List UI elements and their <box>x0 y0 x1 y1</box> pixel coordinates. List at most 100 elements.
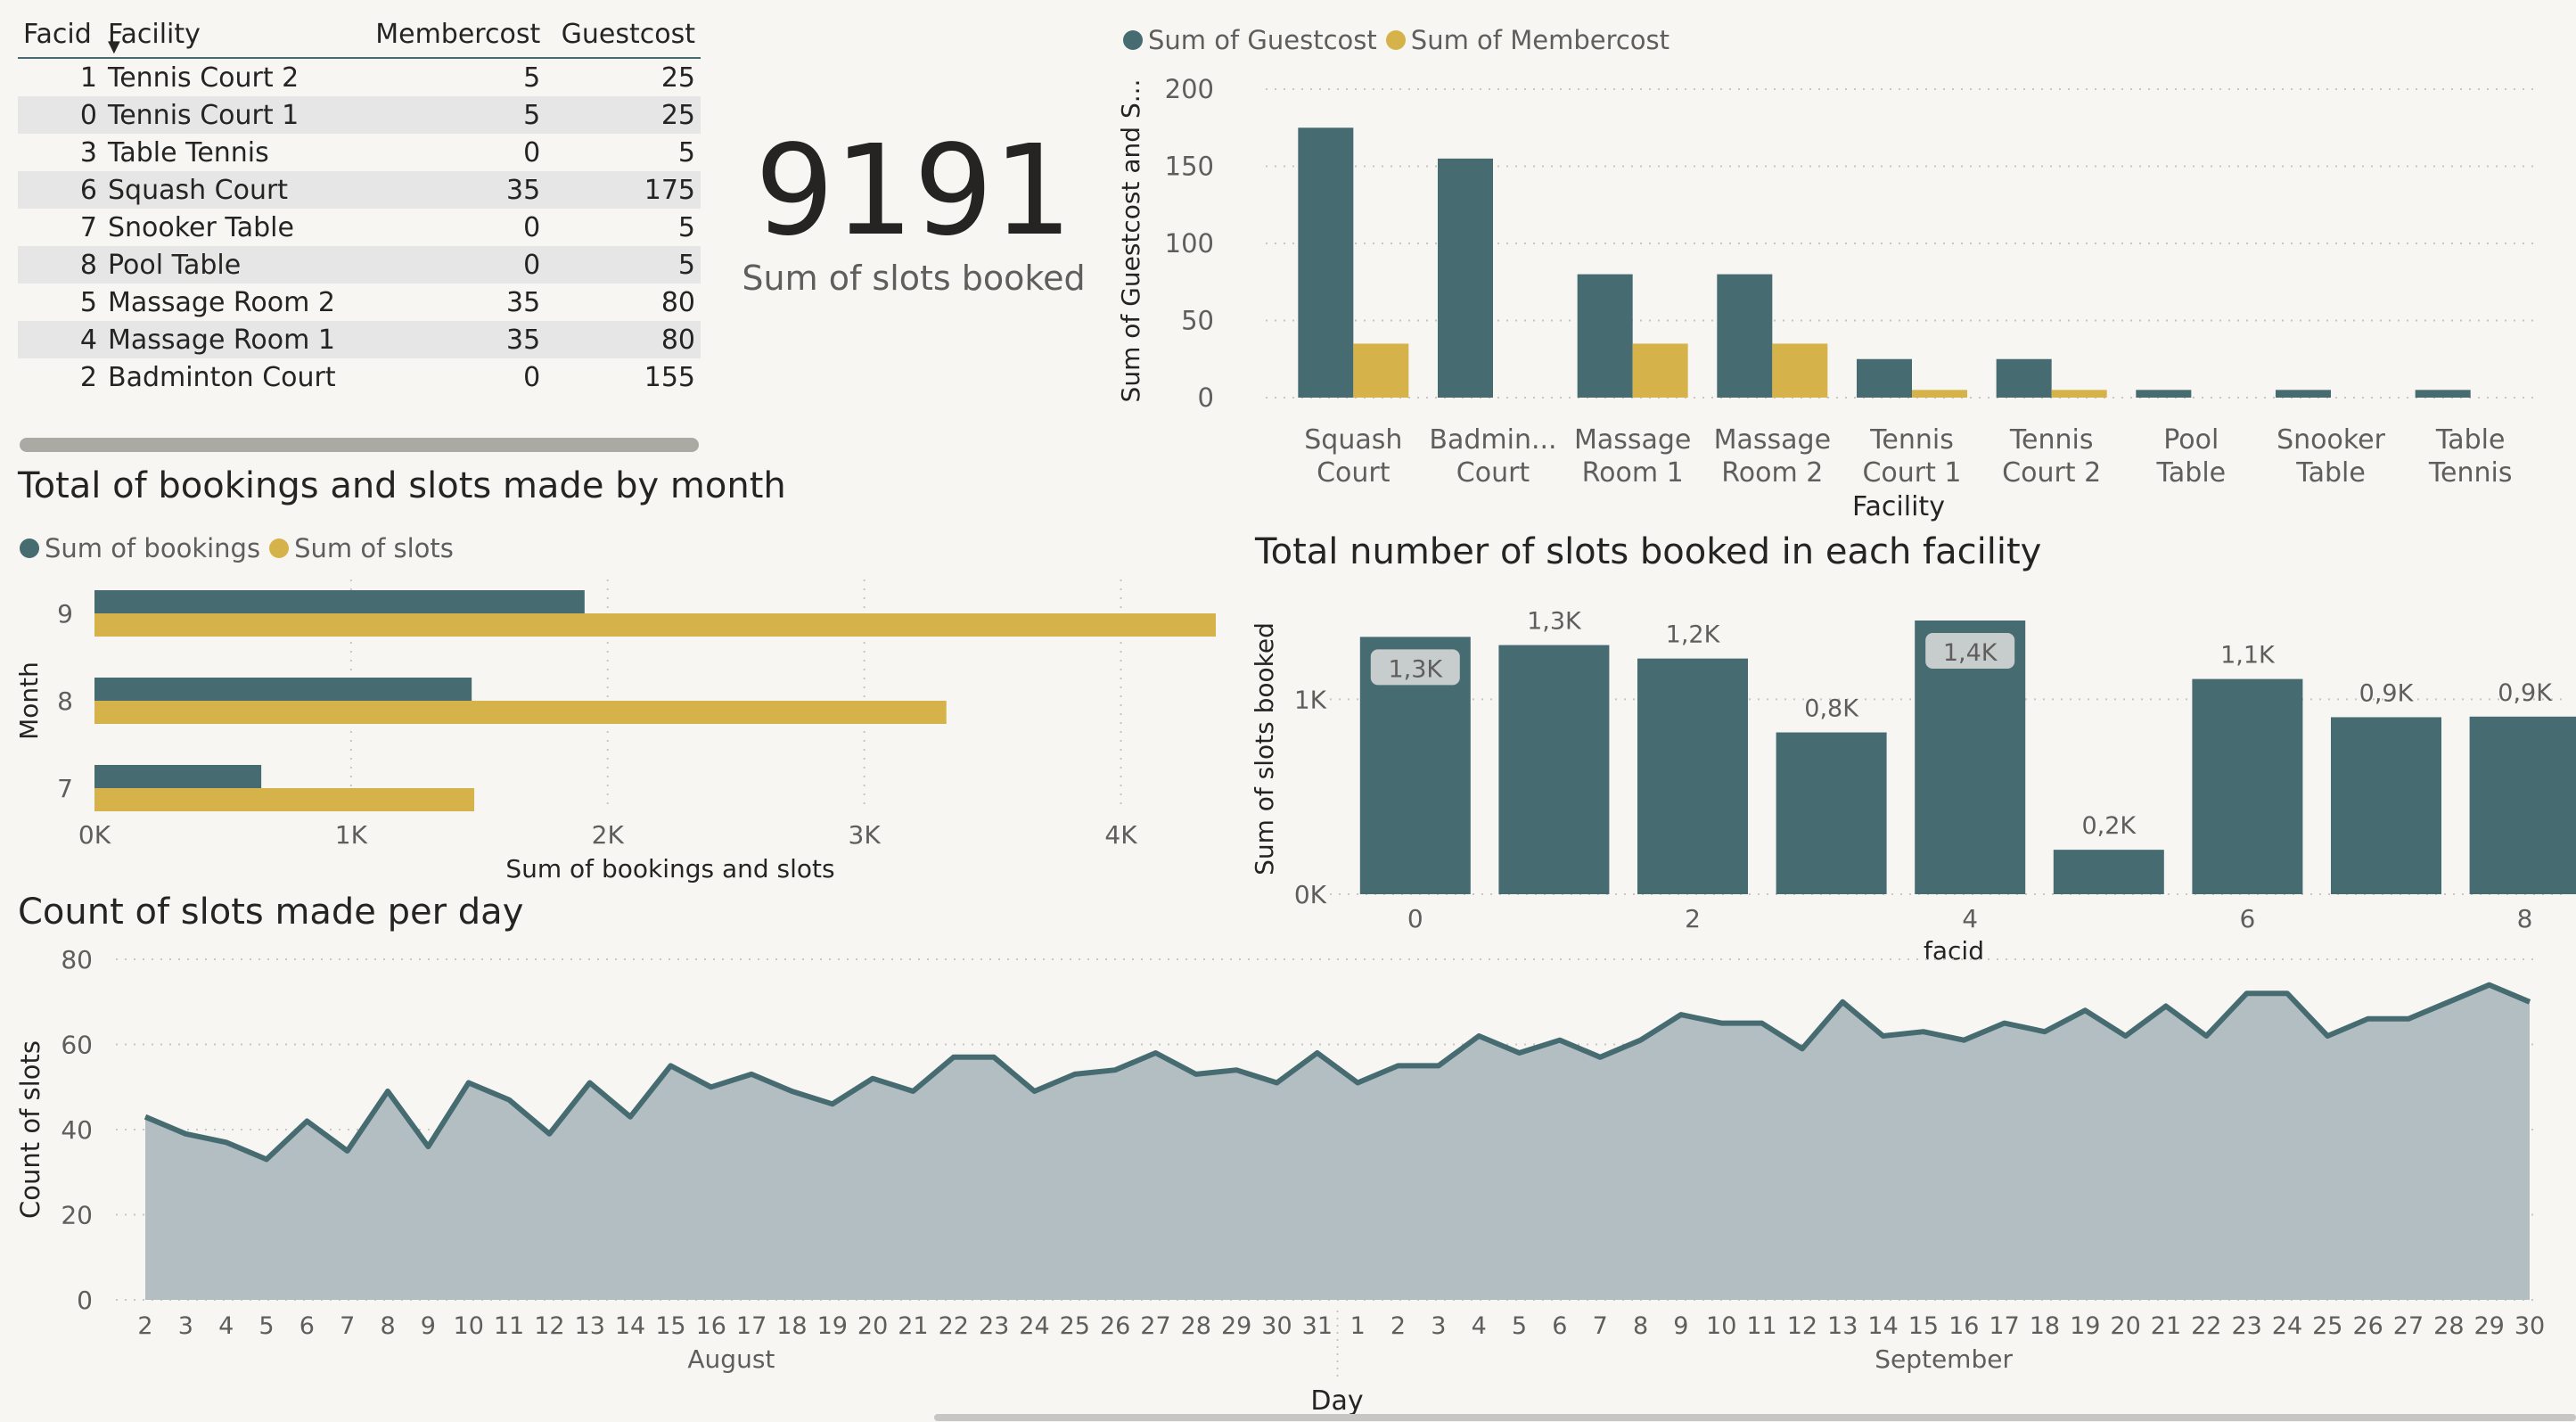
x-tick-label: Court 2 <box>2002 457 2101 489</box>
table-row[interactable]: 2 Badminton Court 0 155 <box>18 358 701 396</box>
legend-item-guestcost[interactable]: Sum of Guestcost <box>1123 25 1377 55</box>
x-tick-label: 14 <box>1867 1312 1898 1340</box>
table-row[interactable]: 8 Pool Table 0 5 <box>18 246 701 284</box>
x-tick-label: 7 <box>1593 1312 1608 1340</box>
bar <box>1912 390 1967 398</box>
y-tick-label: 50 <box>1181 306 1214 336</box>
bar <box>1577 274 1633 398</box>
data-label-box <box>1370 649 1460 686</box>
series-line <box>144 982 2531 1163</box>
data-label-box <box>1925 633 2015 669</box>
x-tick-label: 31 <box>1302 1312 1333 1340</box>
legend-dot-bookings <box>20 538 39 558</box>
x-tick-label: 15 <box>655 1312 685 1340</box>
x-tick-label: Tennis <box>2428 457 2513 489</box>
x-tick-label: 8 <box>2517 904 2533 933</box>
cell-facility: Squash Court <box>102 171 358 209</box>
table-row[interactable]: 5 Massage Room 2 35 80 <box>18 284 701 321</box>
table-horizontal-scrollbar[interactable] <box>20 438 699 452</box>
y-tick-label: 60 <box>61 1031 93 1060</box>
x-tick-label: Badmin... <box>1429 424 1556 456</box>
y-tick-label: 7 <box>57 774 73 803</box>
table-row[interactable]: 1 Tennis Court 2 5 25 <box>18 58 701 96</box>
x-tick-label: 6 <box>2239 904 2255 933</box>
y-tick-label: 100 <box>1165 228 1214 259</box>
x-tick-label: 30 <box>1261 1312 1292 1340</box>
x-tick-label: 19 <box>2070 1312 2100 1340</box>
bar <box>94 788 475 811</box>
y-tick-label: 0 <box>77 1286 93 1315</box>
legend-item-membercost[interactable]: Sum of Membercost <box>1385 25 1670 55</box>
column-header-facility-label: Facility <box>107 18 201 50</box>
area-fill <box>145 984 2530 1300</box>
data-label: 1,4K <box>1943 639 1998 667</box>
page-horizontal-scrollbar[interactable] <box>934 1414 2576 1421</box>
x-tick-label: 22 <box>2191 1312 2221 1340</box>
column-header-membercost[interactable]: Membercost <box>357 11 546 59</box>
table-row[interactable]: 4 Massage Room 1 35 80 <box>18 321 701 358</box>
bar <box>1857 358 1912 398</box>
cell-facid: 1 <box>79 62 97 94</box>
bar <box>94 613 1216 637</box>
cell-membercost: 0 <box>357 246 546 284</box>
x-tick-label: Table <box>2295 457 2366 489</box>
y-axis-title: Sum of slots booked <box>1250 622 1279 875</box>
table-row[interactable]: 6 Squash Court 35 175 <box>18 171 701 209</box>
x-group-label: August <box>687 1344 775 1374</box>
bar <box>1776 732 1887 894</box>
x-tick-label: 24 <box>2272 1312 2302 1340</box>
data-label: 1,2K <box>1666 621 1721 649</box>
bar <box>1996 358 2052 398</box>
x-tick-label: 20 <box>2110 1312 2140 1340</box>
x-tick-label: 12 <box>534 1312 564 1340</box>
x-tick-label: Room 1 <box>1582 457 1684 489</box>
legend-item-bookings[interactable]: Sum of bookings <box>20 533 260 563</box>
legend-label-slots: Sum of slots <box>294 533 454 563</box>
x-tick-label: 4 <box>218 1312 234 1340</box>
x-tick-label: 2K <box>592 820 625 850</box>
x-tick-label: 3 <box>178 1312 193 1340</box>
data-label: 0,9K <box>2498 679 2553 707</box>
x-tick-label: Pool <box>2163 424 2219 456</box>
x-tick-label: 27 <box>1140 1312 1170 1340</box>
x-tick-label: 28 <box>1181 1312 1211 1340</box>
cell-facid: 5 <box>79 286 97 318</box>
x-tick-label: Massage <box>1574 424 1691 456</box>
x-tick-label: 12 <box>1787 1312 1817 1340</box>
x-tick-label: Snooker <box>2277 424 2386 456</box>
y-tick-label: 20 <box>61 1201 93 1230</box>
x-tick-label: 14 <box>615 1312 645 1340</box>
column-header-facility[interactable]: Facility ▼ <box>102 11 358 59</box>
cell-guestcost: 5 <box>677 136 695 169</box>
bar <box>1772 343 1828 398</box>
legend-label-membercost: Sum of Membercost <box>1410 25 1670 55</box>
x-tick-label: 9 <box>421 1312 436 1340</box>
column-header-facid[interactable]: Facid <box>18 11 103 59</box>
table-row[interactable]: 0 Tennis Court 1 5 25 <box>18 96 701 134</box>
x-tick-label: 23 <box>2231 1312 2261 1340</box>
x-tick-label: 17 <box>1989 1312 2019 1340</box>
cell-membercost: 35 <box>357 321 546 358</box>
x-tick-label: 15 <box>1908 1312 1939 1340</box>
table-row[interactable]: 7 Snooker Table 0 5 <box>18 209 701 246</box>
table-row[interactable]: 3 Table Tennis 0 5 <box>18 134 701 171</box>
cell-facid: 4 <box>18 321 103 358</box>
facility-slots-chart-title: Total number of slots booked in each fac… <box>1255 531 2042 572</box>
x-tick-label: 1K <box>335 820 368 850</box>
cell-guestcost: 5 <box>677 211 695 243</box>
column-header-guestcost[interactable]: Guestcost <box>546 11 701 59</box>
legend-item-slots[interactable]: Sum of slots <box>269 533 454 563</box>
cell-guestcost: 80 <box>660 286 695 318</box>
cell-guestcost: 175 <box>546 171 701 209</box>
x-group-label: September <box>1875 1344 2013 1374</box>
x-tick-label: Room 2 <box>1721 457 1823 489</box>
facility-slots-bar-chart: 0K 1K 1,3K 0 1,3K 1,2K 2 0,8K 1,4K 4 0,2K 1,1K 6 0,9K… <box>1250 608 2576 966</box>
sort-descending-icon: ▼ <box>107 37 120 56</box>
y-tick-label: 8 <box>57 686 73 716</box>
x-tick-label: Massage <box>1714 424 1831 456</box>
cell-membercost: 5 <box>357 96 546 134</box>
x-tick-label: 5 <box>1512 1312 1527 1340</box>
bar <box>1632 343 1688 398</box>
